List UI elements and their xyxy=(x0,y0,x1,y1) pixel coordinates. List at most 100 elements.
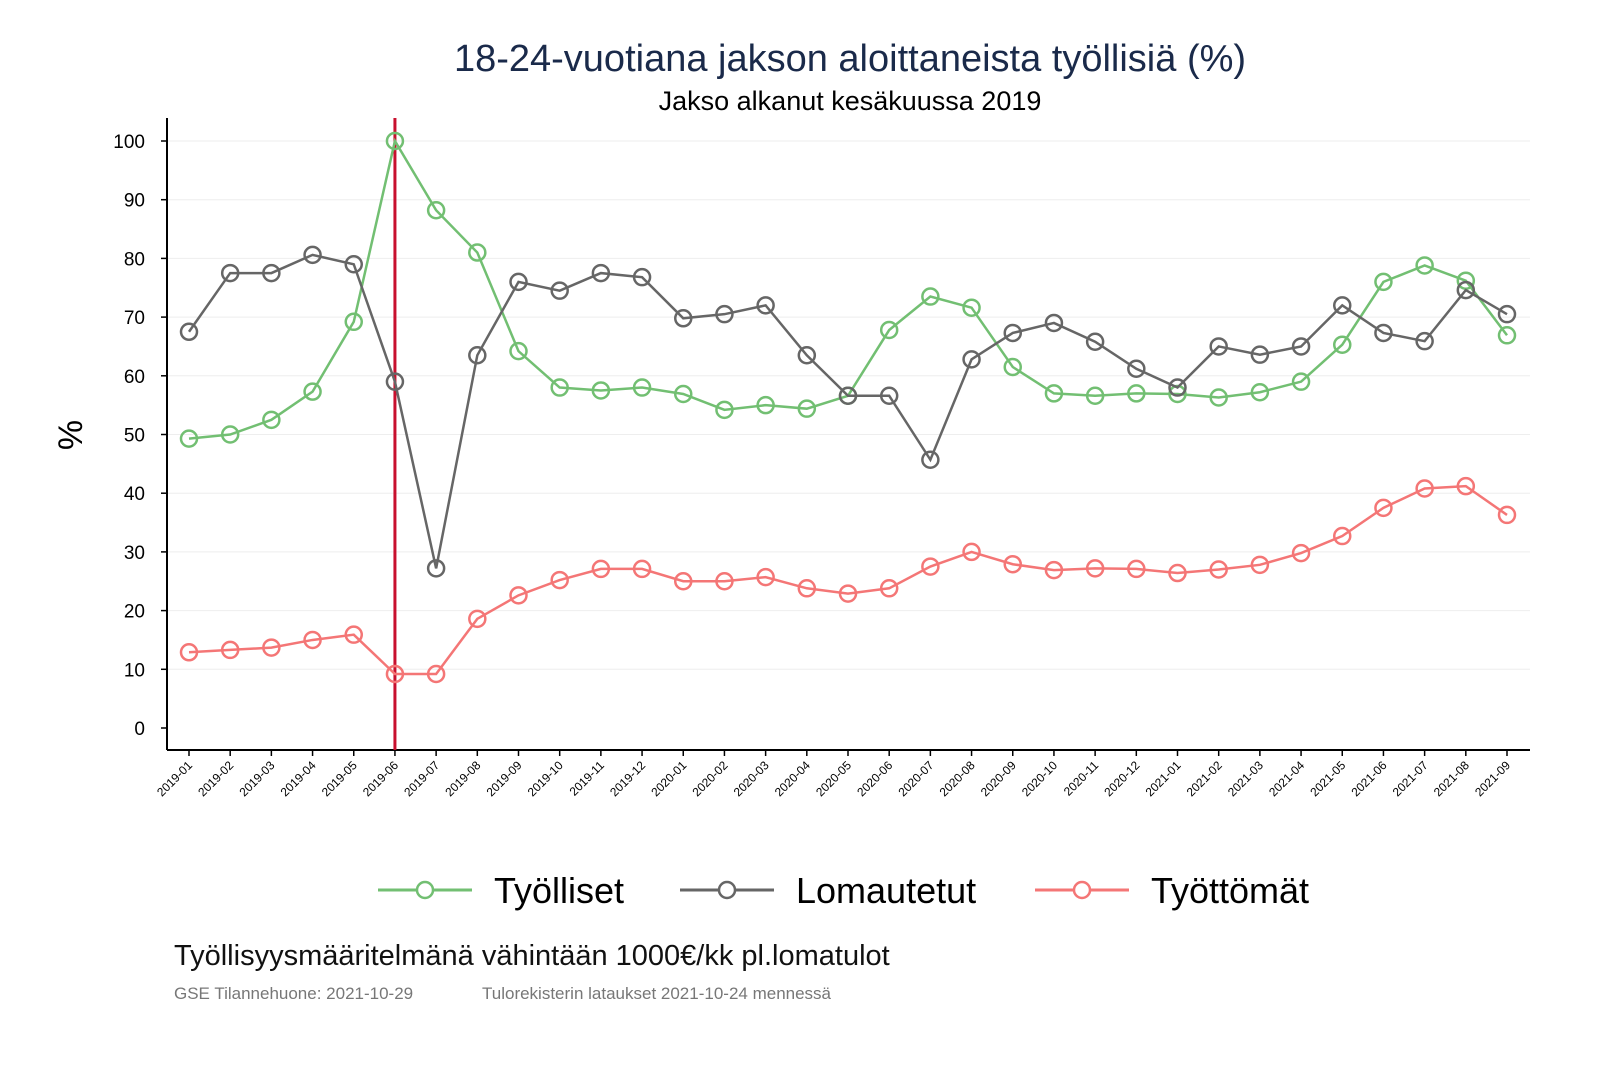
data-point xyxy=(674,384,693,404)
chart-title: 18-24-vuotiana jakson aloittaneista työl… xyxy=(453,38,1247,80)
data-point xyxy=(1209,388,1228,407)
data-point xyxy=(1003,554,1022,574)
data-point xyxy=(509,341,528,361)
x-tick-label: 2021-06 xyxy=(1349,758,1390,799)
data-point xyxy=(797,346,817,365)
data-point xyxy=(1085,386,1105,406)
y-tick-label: 80 xyxy=(124,249,145,270)
data-point xyxy=(468,243,487,262)
x-tick-label: 2019-05 xyxy=(319,758,360,799)
data-point xyxy=(550,570,569,590)
data-point xyxy=(220,425,240,444)
x-tick-label: 2020-10 xyxy=(1019,758,1060,799)
data-point xyxy=(344,625,363,644)
x-tick-label: 2020-02 xyxy=(690,758,731,799)
y-tick-label: 30 xyxy=(124,543,145,564)
data-point xyxy=(674,309,693,328)
data-point xyxy=(1003,323,1022,343)
data-point xyxy=(962,350,981,369)
y-tick-label: 40 xyxy=(124,484,145,505)
data-point xyxy=(1415,256,1434,275)
x-tick-label: 2021-09 xyxy=(1472,758,1513,799)
data-point xyxy=(1291,543,1311,563)
data-point xyxy=(303,245,322,265)
x-tick-label: 2021-02 xyxy=(1184,758,1225,799)
x-tick-label: 2020-03 xyxy=(731,758,772,799)
y-tick-label: 20 xyxy=(124,602,145,623)
series-line-Työlliset xyxy=(188,137,1508,440)
data-point xyxy=(220,640,240,660)
y-tick-label: 50 xyxy=(124,426,145,447)
data-point xyxy=(1497,326,1517,345)
y-tick-label: 10 xyxy=(124,660,145,681)
data-point xyxy=(1044,313,1064,333)
data-point xyxy=(1003,357,1022,377)
series-line-Työttömät xyxy=(188,484,1508,676)
data-point xyxy=(632,559,652,579)
x-tick-label: 2021-05 xyxy=(1307,758,1348,799)
x-tick-label: 2020-06 xyxy=(854,758,895,799)
data-point xyxy=(550,378,569,397)
data-point xyxy=(1127,384,1146,403)
data-point xyxy=(1168,563,1187,583)
y-tick-label: 60 xyxy=(124,367,145,388)
data-point xyxy=(879,320,899,340)
x-tick-label: 2021-01 xyxy=(1143,758,1184,799)
x-tick-label: 2020-08 xyxy=(937,758,978,799)
data-point xyxy=(1250,382,1270,402)
data-point xyxy=(468,346,487,365)
legend-label: Lomautetut xyxy=(796,870,976,911)
data-point xyxy=(1291,372,1311,391)
x-tick-label: 2020-09 xyxy=(978,758,1019,799)
data-point xyxy=(426,201,446,220)
x-tick-label: 2019-07 xyxy=(401,758,442,799)
data-point xyxy=(591,559,611,579)
data-point xyxy=(303,382,322,401)
data-point xyxy=(1044,384,1064,403)
data-point xyxy=(1250,555,1270,575)
data-point xyxy=(1374,498,1393,518)
x-tick-label: 2019-04 xyxy=(278,758,319,799)
legend-label: Työttömät xyxy=(1151,870,1309,911)
data-point xyxy=(921,450,940,469)
data-point xyxy=(262,638,281,657)
y-tick-label: 0 xyxy=(134,719,145,740)
data-point xyxy=(1333,335,1352,354)
data-point xyxy=(1168,378,1187,397)
x-tick-label: 2019-03 xyxy=(236,758,277,799)
data-point xyxy=(550,281,569,300)
y-tick-label: 70 xyxy=(124,308,145,329)
x-tick-label: 2021-03 xyxy=(1225,758,1266,799)
legend-marker xyxy=(415,880,435,900)
x-tick-label: 2019-01 xyxy=(154,758,195,799)
data-point xyxy=(921,557,940,576)
data-point xyxy=(838,386,858,406)
data-point xyxy=(838,584,858,603)
data-point xyxy=(879,579,899,598)
data-point xyxy=(220,263,240,283)
data-point xyxy=(426,664,446,684)
x-tick-label: 2019-10 xyxy=(525,758,566,799)
data-point xyxy=(715,572,734,591)
data-point xyxy=(426,559,446,578)
data-point xyxy=(962,298,981,317)
data-point xyxy=(632,267,652,287)
x-tick-label: 2020-07 xyxy=(895,758,936,799)
data-point xyxy=(344,255,363,274)
data-point xyxy=(1456,280,1476,300)
data-point xyxy=(385,131,405,151)
data-point xyxy=(1085,559,1105,578)
data-point xyxy=(344,312,363,332)
legend-label: Työlliset xyxy=(494,870,624,911)
x-tick-label: 2021-08 xyxy=(1431,758,1472,799)
data-point xyxy=(1209,337,1228,356)
x-tick-label: 2019-06 xyxy=(360,758,401,799)
x-tick-label: 2019-12 xyxy=(607,758,648,799)
x-tick-label: 2020-01 xyxy=(648,758,689,799)
data-point xyxy=(756,296,775,315)
data-point xyxy=(756,395,775,415)
y-tick-label: 100 xyxy=(113,132,145,153)
x-tick-label: 2019-09 xyxy=(484,758,525,799)
data-point xyxy=(385,372,405,391)
data-point xyxy=(1497,304,1517,324)
